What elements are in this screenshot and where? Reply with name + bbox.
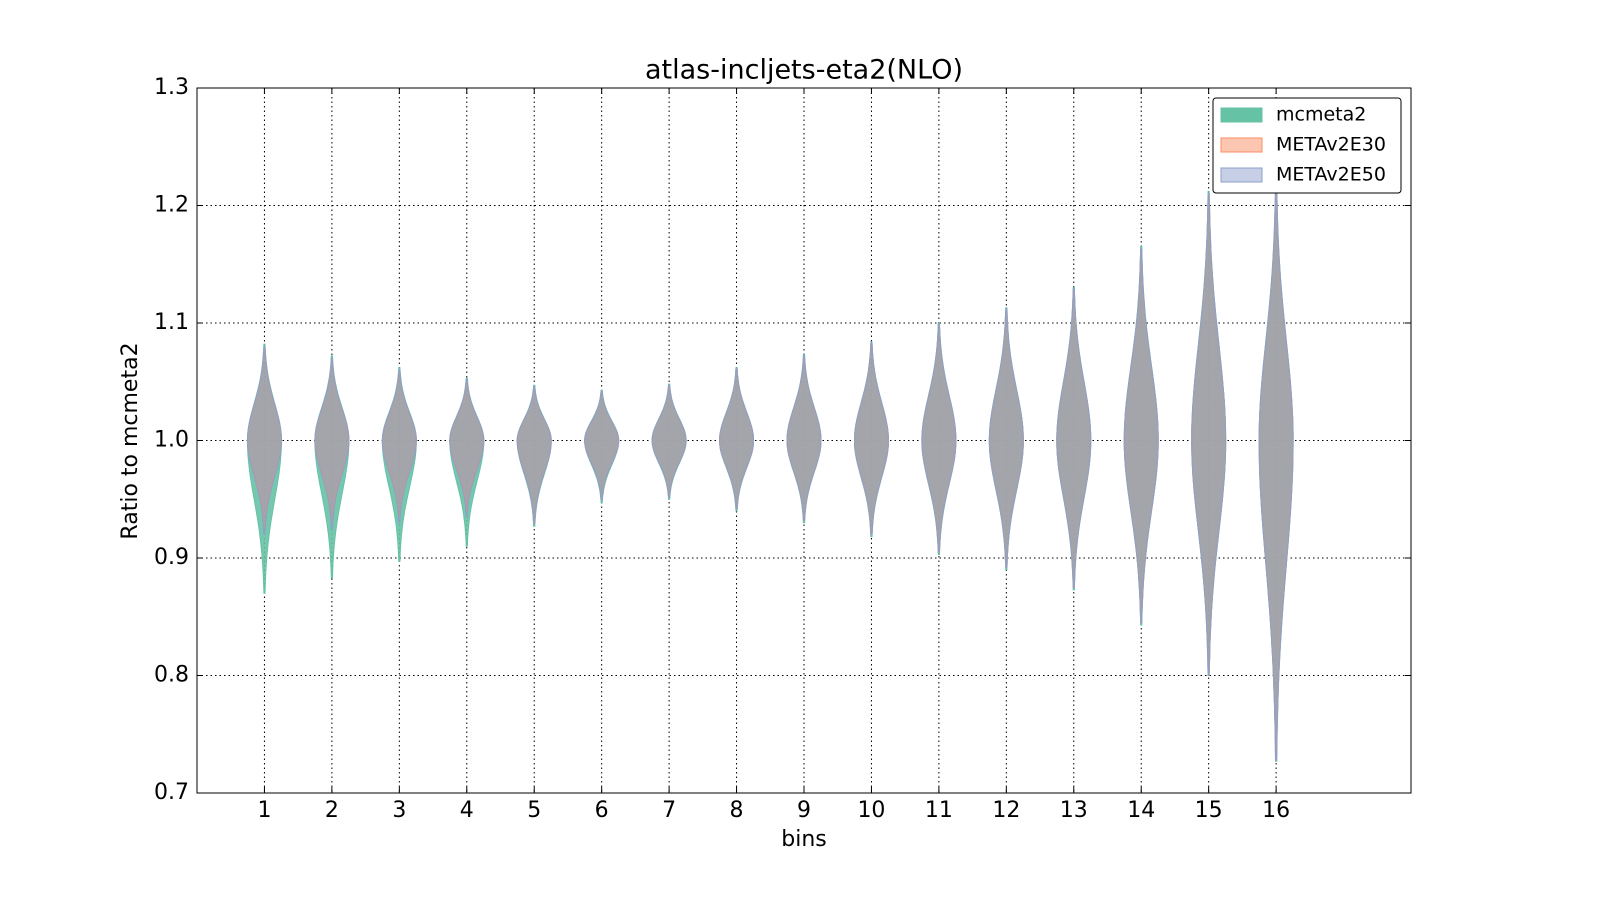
violin <box>449 378 485 518</box>
violin <box>516 385 552 524</box>
x-tick-label: 11 <box>925 798 953 823</box>
y-tick-label: 0.8 <box>154 663 189 688</box>
x-tick-label: 14 <box>1127 798 1155 823</box>
x-tick-label: 5 <box>527 798 541 823</box>
y-tick-label: 1.1 <box>154 310 189 335</box>
x-tick-label: 6 <box>595 798 609 823</box>
violin <box>1123 248 1159 624</box>
violin <box>854 342 889 535</box>
y-tick-label: 0.7 <box>154 780 189 805</box>
x-tick-label: 3 <box>392 798 406 823</box>
violin <box>314 357 350 530</box>
violin <box>719 368 755 510</box>
x-tick-label: 10 <box>857 798 885 823</box>
legend-swatch <box>1220 167 1263 183</box>
legend-swatch <box>1220 137 1263 153</box>
x-tick-label: 15 <box>1195 798 1223 823</box>
x-tick-label: 8 <box>730 798 744 823</box>
x-tick-label: 4 <box>460 798 474 823</box>
violin <box>988 308 1024 568</box>
x-tick-label: 7 <box>662 798 676 823</box>
x-tick-label: 13 <box>1060 798 1088 823</box>
x-tick-label: 9 <box>797 798 811 823</box>
violin <box>1056 288 1092 588</box>
x-tick-label: 16 <box>1262 798 1290 823</box>
violin <box>246 346 282 535</box>
x-tick-label: 2 <box>325 798 339 823</box>
legend-swatch <box>1220 107 1263 123</box>
y-tick-label: 0.9 <box>154 545 189 570</box>
violin <box>921 323 957 553</box>
chart-title: atlas-incljets-eta2(NLO) <box>645 55 963 86</box>
x-tick-label: 1 <box>257 798 271 823</box>
violin <box>1258 183 1294 761</box>
violin <box>381 369 417 524</box>
violin <box>651 384 687 498</box>
legend-label: mcmeta2 <box>1276 104 1366 126</box>
y-axis-label: Ratio to mcmeta2 <box>118 342 143 539</box>
plot-frame <box>196 87 1412 794</box>
violin <box>584 390 620 500</box>
y-tick-label: 1.3 <box>154 75 189 100</box>
legend-label: METAv2E30 <box>1276 134 1386 156</box>
y-tick-label: 1.2 <box>154 193 189 218</box>
y-tick-label: 1.0 <box>154 428 189 453</box>
x-tick-label: 12 <box>992 798 1020 823</box>
legend-label: METAv2E50 <box>1276 164 1386 186</box>
violin <box>786 355 822 521</box>
violin <box>1191 193 1227 676</box>
x-axis-label: bins <box>781 827 826 852</box>
